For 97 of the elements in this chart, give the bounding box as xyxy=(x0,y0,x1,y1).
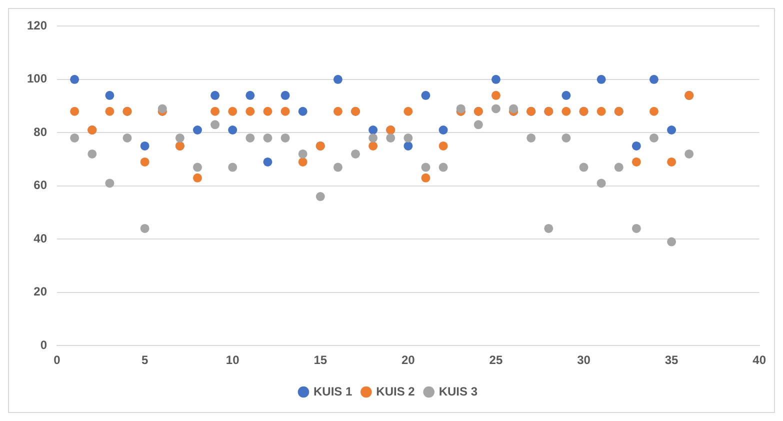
point xyxy=(263,157,272,166)
x-tick-label: 0 xyxy=(54,353,61,368)
x-tick-label: 15 xyxy=(314,353,328,368)
point xyxy=(333,74,342,84)
point xyxy=(632,157,641,166)
point xyxy=(438,126,448,135)
point xyxy=(263,106,272,116)
point xyxy=(386,133,396,142)
point xyxy=(421,90,430,100)
point xyxy=(526,133,536,142)
point xyxy=(192,173,202,182)
point xyxy=(70,106,80,116)
y-tick-label: 100 xyxy=(26,72,48,86)
y-tick-label: 120 xyxy=(26,18,48,33)
point xyxy=(474,120,483,130)
x-tick-label: 5 xyxy=(141,353,148,368)
point xyxy=(122,133,132,142)
point xyxy=(246,133,255,142)
legend-label: KUIS 1 xyxy=(313,384,352,398)
point xyxy=(175,133,184,142)
point xyxy=(596,74,606,84)
point xyxy=(368,141,378,150)
point xyxy=(438,162,448,172)
point xyxy=(368,126,378,135)
point xyxy=(544,224,554,233)
point xyxy=(140,141,150,150)
point xyxy=(632,224,641,233)
point xyxy=(614,162,624,172)
point xyxy=(246,106,255,116)
point xyxy=(263,133,272,142)
point xyxy=(491,104,500,114)
point xyxy=(333,106,342,116)
legend-label: KUIS 2 xyxy=(376,384,416,398)
y-tick-label: 40 xyxy=(34,231,48,246)
point xyxy=(684,149,694,158)
point xyxy=(228,106,238,116)
point xyxy=(280,133,290,142)
point xyxy=(298,149,308,158)
point xyxy=(649,106,658,116)
point xyxy=(562,133,571,142)
y-tick-label: 20 xyxy=(34,284,48,299)
point xyxy=(298,106,308,116)
point xyxy=(404,141,413,150)
y-tick-label: 80 xyxy=(34,124,48,139)
x-tick-label: 35 xyxy=(664,353,679,368)
point xyxy=(421,162,430,172)
point xyxy=(88,149,97,158)
x-tick-label: 20 xyxy=(401,353,416,368)
x-tick-label: 30 xyxy=(577,353,591,368)
point xyxy=(105,90,114,100)
point xyxy=(333,162,342,172)
point xyxy=(667,157,676,166)
point xyxy=(70,133,80,142)
x-tick-label: 25 xyxy=(489,353,503,368)
point xyxy=(579,162,588,172)
y-tick-label: 0 xyxy=(40,338,48,352)
point xyxy=(210,90,220,100)
point xyxy=(298,157,308,166)
point xyxy=(649,74,658,84)
point xyxy=(158,104,167,114)
point xyxy=(368,133,378,142)
legend-label: KUIS 3 xyxy=(438,384,478,398)
point xyxy=(667,126,676,135)
point xyxy=(105,178,114,188)
y-tick-label: 60 xyxy=(34,178,48,192)
point xyxy=(404,106,413,116)
point xyxy=(70,74,80,84)
point xyxy=(280,90,290,100)
point xyxy=(228,162,238,172)
x-tick-label: 40 xyxy=(752,353,766,368)
point xyxy=(632,141,641,150)
point xyxy=(509,104,518,114)
point xyxy=(596,106,606,116)
point xyxy=(667,237,676,246)
point xyxy=(316,192,325,202)
point xyxy=(562,106,571,116)
point xyxy=(105,106,114,116)
point xyxy=(192,162,202,172)
point xyxy=(649,133,658,142)
point xyxy=(421,173,430,182)
point xyxy=(228,126,238,135)
point xyxy=(192,126,202,135)
point xyxy=(246,90,255,100)
point xyxy=(280,106,290,116)
point xyxy=(596,178,606,188)
x-tick-label: 10 xyxy=(226,353,240,368)
point xyxy=(140,157,150,166)
point xyxy=(210,120,220,130)
point xyxy=(404,133,413,142)
point xyxy=(456,104,466,114)
point xyxy=(438,141,448,150)
point xyxy=(210,106,220,116)
point xyxy=(351,149,360,158)
point xyxy=(491,74,500,84)
point xyxy=(562,90,571,100)
point xyxy=(140,224,150,233)
point xyxy=(491,90,500,100)
